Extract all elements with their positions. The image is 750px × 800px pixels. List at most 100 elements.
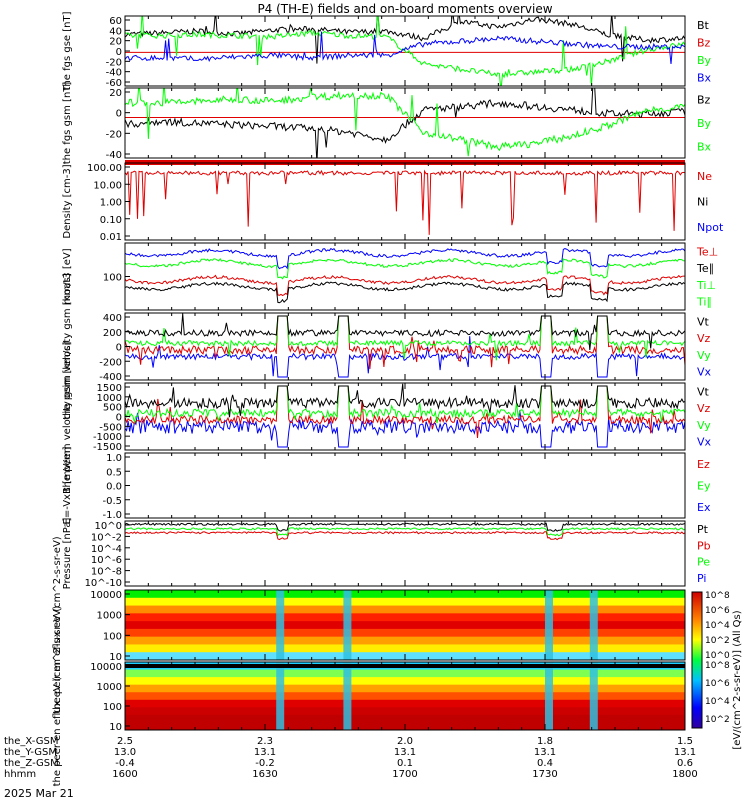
series-By (125, 16, 685, 86)
legend-entry: Vx (697, 436, 712, 449)
y-ticks-efield: 1.0 0.5 0.0 -0.5 -1.0 (102, 453, 130, 521)
velocity-series (125, 315, 685, 361)
panel-peer_spec: 10000 1000 100 10 the peer en eflux eV (cm^2… (52, 606, 686, 786)
heatmap-gap (545, 590, 553, 660)
velocity-series (125, 313, 685, 351)
colorbar-tick: 10^0 (705, 651, 730, 661)
heatmap-gap (589, 662, 598, 730)
legend-entry: Vx (697, 366, 712, 379)
heatmap-band (125, 677, 685, 686)
y-tick-label: 10^-8 (91, 567, 122, 578)
panel-frame (124, 87, 686, 159)
y-tick-label: 100.00 (87, 163, 122, 174)
legend-efield: Ez Ey Ex (697, 458, 711, 514)
y-tick-label: 500 (103, 403, 122, 414)
y-tick-label: -40 (106, 150, 122, 161)
temperature-series (125, 274, 685, 297)
xaxis-value: 1730 (532, 769, 557, 780)
panel-peir_spec: 10000 1000 100 10 the peir en eflux eV (cm^2… (52, 536, 686, 714)
y-tick-label: -60 (106, 78, 122, 89)
y-tick-label: 0.5 (106, 467, 122, 478)
y-tick-label: -40 (106, 68, 122, 79)
y-tick-label: 10^-10 (85, 578, 122, 589)
plot-area-peer_spec (125, 662, 685, 730)
y-ticks-temp: 100 (103, 273, 130, 284)
heatmap-band (125, 605, 685, 615)
legend-entry: Ne (697, 170, 712, 183)
y-tick-label: 1.00 (100, 198, 122, 209)
legend-entry: Vt (697, 385, 710, 398)
y-tick-label: -0.5 (102, 496, 122, 507)
panel-efield: 1.0 0.5 0.0 -0.5 -1.0 E=-VxB [mV/m] Ez Ey Ex (62, 446, 711, 524)
colorbar-tick: 10^8 (705, 661, 730, 671)
heatmap-band (125, 707, 685, 716)
xaxis-row-label: hhmm (4, 769, 36, 780)
legend-entry: Ni (697, 196, 708, 209)
colorbar-tick: 10^4 (705, 621, 730, 631)
legend-entry: Vy (697, 349, 711, 362)
velocity-series (125, 385, 685, 424)
heatmap-band (125, 628, 685, 638)
series-Bx (125, 31, 685, 65)
legend-pressure: Pt Pb Pe Pi (697, 523, 711, 585)
y-tick-label: 0.0 (106, 482, 122, 493)
legend-entry: Bt (697, 19, 710, 32)
heatmap-band (125, 636, 685, 646)
y-tick-label: 40 (109, 26, 122, 37)
y-ticks-fgs_gsm: 20 0 -20 -40 (106, 88, 130, 161)
heatmap-band (125, 699, 685, 709)
xaxis-value: 13.1 (534, 747, 556, 758)
y-tick-label: 10000 (90, 662, 122, 673)
y-ticks-density: 100.00 10.00 1.00 0.10 0.01 (87, 163, 130, 243)
heatmap-band (125, 597, 685, 607)
xaxis-value: 1800 (672, 769, 697, 780)
y-tick-label: 0 (116, 47, 122, 58)
heatmap-band (125, 669, 685, 679)
y-axis-label: Pressure [nPa] (62, 518, 73, 590)
legend-entry: Pe (697, 556, 710, 569)
y-tick-label: 10^0 (95, 521, 122, 532)
legend-entry: Te∥ (696, 262, 714, 275)
xaxis-row-label: the_Z-GSM (4, 758, 59, 769)
y-axis-label: the fgs gsm [nT] (62, 82, 73, 165)
y-tick-label: -20 (106, 129, 122, 140)
y-tick-label: 10^-6 (91, 555, 122, 566)
xaxis-value: 13.1 (254, 747, 276, 758)
y-tick-label: 0 (116, 343, 122, 354)
plot-area-peem_vel (125, 383, 685, 448)
date-label: 2025 Mar 21 (4, 787, 74, 800)
legend-entry: Bx (697, 71, 712, 84)
legend-entry: Bz (697, 94, 711, 107)
colorbar-tick: 10^6 (705, 606, 730, 616)
legend-peim_vel: Vt Vz Vy Vx (697, 315, 712, 378)
xaxis-value: 13.1 (674, 747, 696, 758)
y-tick-label: -500 (99, 422, 122, 433)
legend-entry: Bz (697, 36, 711, 49)
panel-fgs_gsm: 20 0 -20 -40 the fgs gsm [nT] Bz By Bx (62, 82, 712, 165)
y-ticks-pressure: 10^010^-210^-410^-610^-810^-10 (85, 521, 130, 589)
y-tick-label: 10 (109, 722, 122, 733)
y-tick-label: 1000 (97, 682, 122, 693)
legend-entry: Pi (697, 572, 706, 585)
panel-frame (124, 312, 686, 381)
y-tick-label: 10 (109, 652, 122, 663)
panel-pressure: 10^010^-210^-410^-610^-810^-10 Pressure [… (62, 518, 711, 590)
legend-entry: Ex (697, 501, 711, 514)
xaxis-value: 1.8 (537, 736, 553, 747)
y-axis-label: the fgs gse [nT] (62, 11, 73, 90)
plot-area-peir_spec (125, 590, 685, 660)
colorbar-tick: 10^4 (705, 697, 730, 707)
legend-entry: Ti⊥ (696, 279, 716, 292)
y-tick-label: 0 (116, 413, 122, 424)
xaxis-value: 1600 (112, 769, 137, 780)
y-tick-label: 20 (109, 37, 122, 48)
velocity-series (125, 315, 685, 370)
velocity-series (125, 336, 685, 378)
heatmap-gap (589, 590, 598, 660)
y-tick-label: 1500 (97, 383, 122, 394)
xaxis-value: 2.0 (397, 736, 413, 747)
heatmap-gap (276, 590, 285, 660)
